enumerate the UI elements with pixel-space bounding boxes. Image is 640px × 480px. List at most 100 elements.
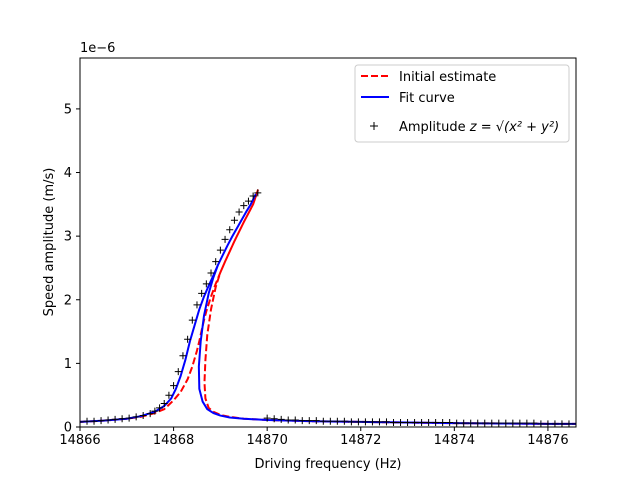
amplitude-marker <box>235 208 243 216</box>
amplitude-marker <box>488 419 496 427</box>
amplitude-marker <box>453 419 461 427</box>
series-amplitude-markers <box>80 189 576 427</box>
legend-swatch-amplitude <box>370 122 378 130</box>
amplitude-marker <box>202 280 210 288</box>
amplitude-marker <box>530 419 538 427</box>
y-axis-multiplier: 1e−6 <box>80 41 115 56</box>
amplitude-marker <box>90 417 98 425</box>
legend-label-initial: Initial estimate <box>399 70 496 85</box>
amplitude-marker <box>298 417 306 425</box>
amplitude-marker <box>460 419 468 427</box>
y-tick-label: 5 <box>64 102 72 117</box>
amplitude-marker <box>425 419 433 427</box>
amplitude-marker <box>160 399 168 407</box>
amplitude-marker <box>240 202 248 210</box>
amplitude-marker <box>446 419 454 427</box>
amplitude-marker <box>467 419 475 427</box>
amplitude-marker <box>537 420 545 427</box>
x-tick-label: 14876 <box>527 433 568 448</box>
series-fit-curve-line <box>80 193 576 425</box>
x-axis-label: Driving frequency (Hz) <box>255 457 402 472</box>
x-tick-label: 14872 <box>340 433 381 448</box>
amplitude-marker <box>83 417 91 425</box>
amplitude-marker <box>404 419 412 427</box>
x-axis-ticks: 14866 14868 14870 14872 14874 14876 <box>59 427 569 448</box>
amplitude-marker <box>104 416 112 424</box>
amplitude-marker <box>572 420 576 427</box>
amplitude-marker <box>551 420 559 427</box>
amplitude-marker <box>263 414 271 422</box>
y-axis-label: Speed amplitude (m/s) <box>42 168 57 317</box>
amplitude-marker <box>221 235 229 243</box>
amplitude-marker <box>333 417 341 425</box>
legend-amplitude-prefix: Amplitude <box>399 120 470 135</box>
amplitude-marker <box>270 415 278 423</box>
legend-box <box>354 64 570 143</box>
amplitude-marker <box>254 189 262 197</box>
amplitude-marker <box>565 420 573 427</box>
amplitude-marker <box>179 352 187 360</box>
amplitude-marker <box>397 419 405 427</box>
amplitude-marker <box>146 410 154 418</box>
amplitude-marker <box>544 420 552 427</box>
amplitude-marker <box>368 418 376 426</box>
amplitude-marker <box>390 419 398 427</box>
amplitude-marker <box>118 415 126 423</box>
y-tick-label: 3 <box>64 230 72 245</box>
amplitude-marker <box>188 316 196 324</box>
amplitude-marker <box>474 419 482 427</box>
amplitude-marker <box>151 407 159 415</box>
amplitude-marker <box>226 226 234 234</box>
amplitude-marker <box>139 412 147 420</box>
amplitude-marker <box>216 246 224 254</box>
amplitude-marker <box>319 417 327 425</box>
amplitude-marker <box>495 419 503 427</box>
amplitude-marker <box>277 415 285 423</box>
y-axis-ticks: 0 1 2 3 4 5 <box>64 102 80 436</box>
amplitude-marker <box>207 269 215 277</box>
amplitude-marker <box>418 419 426 427</box>
amplitude-marker <box>558 420 566 427</box>
amplitude-marker <box>347 418 355 426</box>
amplitude-marker <box>516 419 524 427</box>
amplitude-marker <box>174 368 182 376</box>
amplitude-marker <box>249 192 257 200</box>
amplitude-marker <box>125 414 133 422</box>
amplitude-marker <box>439 419 447 427</box>
x-tick-label: 14874 <box>434 433 475 448</box>
amplitude-marker <box>184 335 192 343</box>
legend-amplitude-formula: z = √(x² + y²) <box>469 120 559 135</box>
amplitude-marker <box>326 417 334 425</box>
x-tick-label: 14868 <box>153 433 194 448</box>
amplitude-marker <box>156 404 164 412</box>
amplitude-marker <box>432 419 440 427</box>
amplitude-marker <box>523 419 531 427</box>
legend: Initial estimate Fit curve Amplitude z =… <box>354 64 570 143</box>
amplitude-marker <box>305 417 313 425</box>
amplitude-marker <box>284 416 292 424</box>
legend-label-amplitude: Amplitude z = √(x² + y²) <box>399 120 559 135</box>
amplitude-marker <box>382 418 390 426</box>
amplitude-marker <box>481 419 489 427</box>
amplitude-marker <box>509 419 517 427</box>
amplitude-marker <box>97 417 105 425</box>
legend-label-fit: Fit curve <box>399 91 455 106</box>
amplitude-marker <box>212 258 220 266</box>
y-tick-label: 2 <box>64 293 72 308</box>
amplitude-marker <box>170 382 178 390</box>
axes-frame <box>79 57 577 428</box>
amplitude-marker <box>291 416 299 424</box>
amplitude-marker <box>198 289 206 297</box>
amplitude-marker <box>80 418 84 426</box>
amplitude-marker <box>111 415 119 423</box>
x-tick-label: 14866 <box>59 433 100 448</box>
amplitude-marker <box>193 301 201 309</box>
amplitude-marker <box>312 417 320 425</box>
plot-area <box>79 57 577 428</box>
amplitude-marker <box>132 413 140 421</box>
amplitude-marker <box>361 418 369 426</box>
amplitude-marker <box>375 418 383 426</box>
amplitude-marker <box>354 418 362 426</box>
amplitude-marker <box>411 419 419 427</box>
